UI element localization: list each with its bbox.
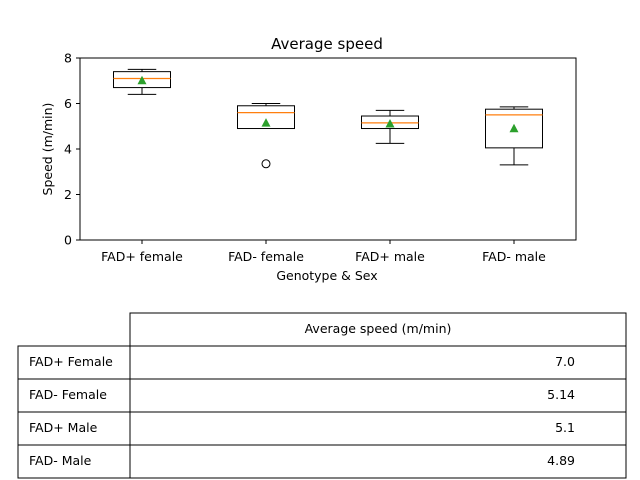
box-group [113,68,171,95]
x-axis-label: Genotype & Sex [276,268,377,283]
x-tick-label: FAD- female [228,249,304,264]
table-row-value: 7.0 [555,354,575,369]
x-axis: FAD+ female FAD- female FAD+ male FAD- male [101,240,546,264]
x-tick-label: FAD- male [482,249,546,264]
table-row-value-cell [129,411,627,446]
table-row-label-cell [17,345,131,380]
y-tick-label: 4 [64,142,72,157]
chart-title: Average speed [271,35,383,53]
mean-marker [137,75,147,85]
y-tick-label: 8 [64,51,72,66]
table-row-value: 5.1 [555,420,575,435]
y-tick-label: 6 [64,96,72,111]
y-tick-label: 0 [64,233,72,248]
table-rows: FAD+ Female 7.0 FAD- Female 5.14 FAD+ Male 5.… [17,345,627,479]
table-row-label: FAD- Female [29,387,107,402]
y-axis: 0 2 4 6 8 [64,51,80,248]
x-tick-label: FAD+ male [355,249,425,264]
boxplot-series [113,68,543,169]
table-row-value: 5.14 [547,387,575,402]
table-row-value-cell [129,444,627,479]
table-row-label: FAD+ Male [29,420,98,435]
mean-marker [261,118,271,127]
y-axis-label: Speed (m/min) [40,103,55,196]
x-tick-label: FAD+ female [101,249,183,264]
table-row-label: FAD+ Female [29,354,113,369]
mean-marker [509,123,519,133]
mean-marker [385,118,395,128]
table-row-label-cell [17,378,131,413]
data-table: Average speed (m/min) FAD+ Female 7.0 FAD-… [17,312,627,479]
outlier-point [261,159,271,169]
box-group [361,109,419,144]
box-group [237,103,295,169]
table-row-value-cell [129,378,627,413]
table-row-value: 4.89 [547,453,575,468]
table-row-value-cell [129,345,627,380]
y-tick-label: 2 [64,187,72,202]
table-column-header: Average speed (m/min) [305,321,452,336]
box-group [485,106,543,166]
table-row-label: FAD- Male [29,453,92,468]
table-row-label-cell [17,444,131,479]
table-header-cell [129,312,627,347]
box-iqr [237,105,295,130]
